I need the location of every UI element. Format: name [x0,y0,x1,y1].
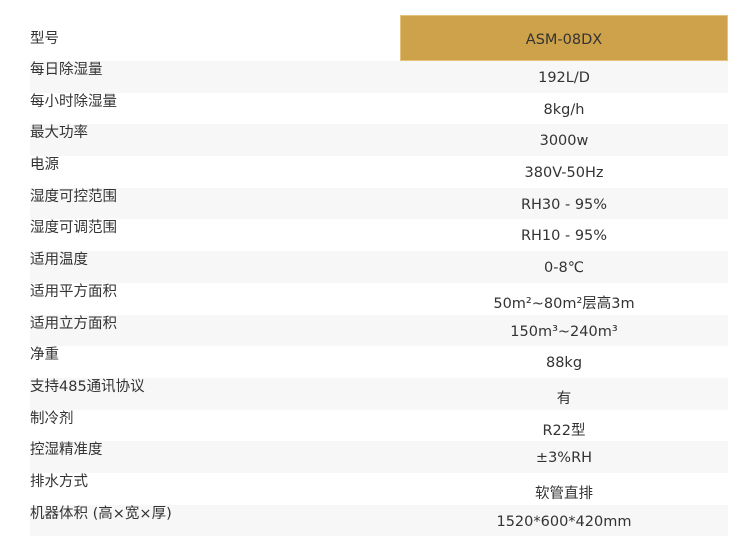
spec-label: 适用立方面积 [30,315,117,332]
spec-row: 最大功率 3000w [30,124,728,157]
spec-value: ±3%RH [535,450,593,467]
spec-label: 制冷剂 [30,410,74,427]
spec-row: 电源 380V-50Hz [30,156,728,188]
spec-value: 88kg [545,355,583,372]
spec-label: 型号 [30,31,59,47]
spec-label: 每日除湿量 [30,62,103,78]
spec-label: 湿度可控范围 [30,188,117,205]
spec-label: 最大功率 [30,125,88,142]
model-row: 型号 ASM-08DX [30,15,728,61]
spec-label: 排水方式 [30,473,88,490]
spec-label: 机器体积 (高×宽×厚) [30,505,172,522]
model-value: ASM-08DX [400,15,728,61]
spec-label: 控湿精准度 [30,442,103,459]
spec-label: 支持485通讯协议 [30,378,145,395]
spec-value: 192L/D [538,70,590,86]
spec-row: 湿度可调范围 RH10 - 95% [30,219,728,251]
spec-table: 型号 ASM-08DX 每日除湿量 192L/D 每小时除湿量 8kg/h 最大功率 3000… [30,15,728,537]
spec-value: RH30 - 95% [520,196,608,213]
spec-row: 控湿精准度 ±3%RH [30,441,728,473]
spec-value: R22型 [542,422,586,439]
spec-value: 150m³~240m³ [510,323,618,340]
spec-row: 适用立方面积 150m³~240m³ [30,314,728,347]
spec-row: 支持485通讯协议有 [30,377,728,410]
spec-value: 380V-50Hz [524,165,604,182]
spec-value: 8kg/h [543,101,585,118]
spec-value: 有 [556,390,572,407]
spec-label: 净重 [30,347,59,364]
spec-row: 湿度可控范围 RH30 - 95% [30,187,728,220]
spec-value: 1520*600*420mm [496,513,632,530]
spec-value: 3000w [539,133,589,150]
spec-value: 软管直排 [535,485,593,502]
spec-row: 机器体积 (高×宽×厚) 1520*600*420mm [30,504,728,537]
spec-label: 电源 [30,157,59,174]
spec-row: 适用温度 0-8℃ [30,251,728,283]
spec-value: RH10 - 95% [520,228,608,245]
spec-row: 排水方式软管直排 [30,473,728,505]
spec-row: 制冷剂 R22型 [30,410,728,442]
spec-label: 湿度可调范围 [30,220,117,237]
spec-row: 每小时除湿量 8kg/h [30,93,728,125]
spec-value: 50m²~80m²层高3m [493,295,635,312]
spec-row: 净重 88kg [30,346,728,378]
spec-value: 0-8℃ [544,260,584,277]
spec-label: 适用平方面积 [30,283,117,300]
spec-row: 适用平方面积 50m²~80m²层高3m [30,283,728,315]
spec-label: 每小时除湿量 [30,93,117,110]
spec-row: 每日除湿量 192L/D [30,61,728,93]
spec-label: 适用温度 [30,252,88,269]
